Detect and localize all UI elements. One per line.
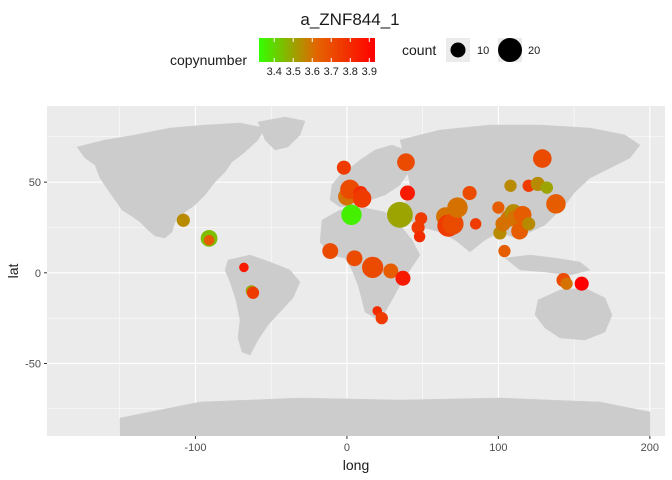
data-point — [546, 194, 566, 214]
data-point — [341, 204, 362, 225]
data-point — [522, 217, 536, 231]
data-point — [447, 197, 468, 218]
x-axis-ticks: -100 0 100 200 — [184, 436, 659, 454]
data-point — [239, 262, 249, 273]
x-tick-label: 100 — [489, 442, 507, 454]
data-point — [387, 201, 413, 228]
size-legend-title: count — [402, 42, 436, 58]
data-point — [492, 201, 505, 214]
data-point — [414, 212, 428, 225]
y-tick-label: 50 — [29, 177, 41, 189]
data-point — [469, 218, 482, 230]
data-point — [346, 250, 363, 267]
data-point — [400, 185, 415, 201]
color-legend-tick-label: 3.5 — [286, 66, 301, 78]
color-legend-title: copynumber — [170, 52, 247, 68]
data-point — [352, 189, 372, 208]
color-legend-bar — [259, 38, 375, 62]
y-tick-label: -50 — [25, 358, 41, 370]
north-america-shape — [76, 122, 266, 239]
color-legend-tick-label: 3.9 — [362, 66, 377, 78]
color-legend-tick-label: 3.4 — [267, 66, 282, 78]
data-point — [462, 185, 477, 201]
data-point — [504, 179, 517, 192]
data-point — [336, 160, 351, 175]
size-legend-label-20: 20 — [528, 45, 540, 57]
size-legend-circle-20 — [498, 38, 522, 62]
color-legend: copynumber 3.4 3.5 3.6 3.7 3.8 3.9 — [170, 38, 377, 78]
data-point — [203, 234, 215, 246]
data-point — [246, 286, 260, 299]
data-point — [413, 230, 426, 243]
data-point — [176, 213, 190, 227]
data-point — [383, 263, 399, 279]
x-tick-label: -100 — [184, 442, 206, 454]
y-axis-ticks: -50 0 50 — [25, 177, 47, 370]
data-point — [560, 277, 573, 290]
size-legend-circle-10 — [450, 42, 466, 58]
data-point — [540, 181, 554, 194]
data-point — [375, 311, 388, 325]
data-point — [397, 153, 415, 172]
y-tick-label: 0 — [35, 268, 41, 280]
y-axis-title: lat — [5, 264, 21, 279]
color-legend-tick-label: 3.6 — [305, 66, 320, 78]
southeast-asia-shape — [504, 254, 591, 276]
greenland-shape — [257, 116, 306, 151]
data-point — [533, 149, 552, 168]
color-legend-tick-label: 3.7 — [324, 66, 339, 78]
chart-title: a_ZNF844_1 — [300, 10, 399, 29]
x-tick-label: 0 — [344, 442, 350, 454]
data-point — [395, 270, 411, 286]
data-point — [498, 244, 511, 258]
australia-shape — [534, 287, 613, 341]
data-points — [176, 149, 589, 325]
color-legend-ticks: 3.4 3.5 3.6 3.7 3.8 3.9 — [267, 38, 377, 78]
size-legend-label-10: 10 — [477, 45, 489, 57]
data-point — [322, 243, 339, 260]
data-point — [442, 213, 464, 235]
color-legend-tick-label: 3.8 — [343, 66, 358, 78]
data-point — [362, 256, 384, 279]
data-point — [574, 276, 589, 291]
antarctica-shape — [119, 397, 651, 436]
size-legend: count 10 20 — [402, 38, 540, 62]
x-tick-label: 200 — [641, 442, 659, 454]
south-america-shape — [224, 254, 301, 356]
x-axis-title: long — [343, 457, 369, 473]
